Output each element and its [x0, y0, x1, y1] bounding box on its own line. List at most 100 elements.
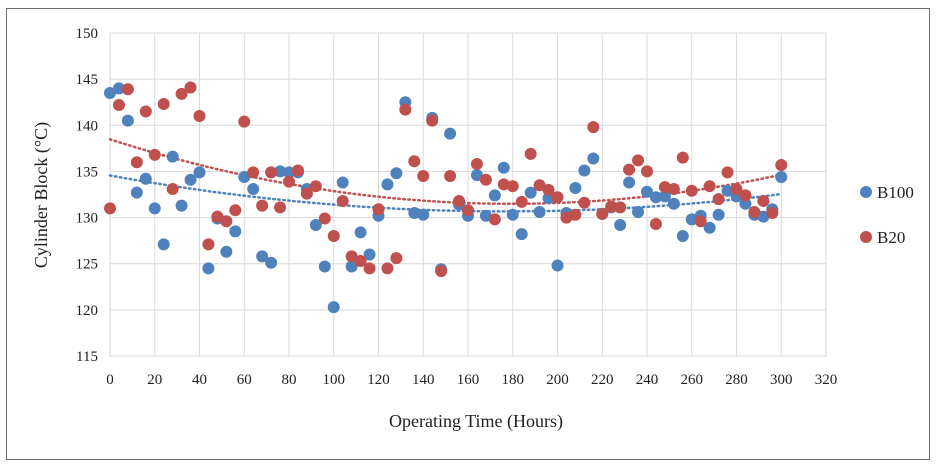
b20-point: [766, 206, 779, 219]
b100-point: [229, 225, 242, 238]
b20-point: [658, 181, 671, 194]
b100-point: [569, 182, 582, 195]
b100-point: [104, 86, 116, 99]
tick-labels: 115 120 125 130 135 140 145 150 0 20 40 60 80 100 120 1…: [76, 26, 838, 388]
b20-point: [426, 114, 439, 127]
b20-point: [372, 203, 385, 216]
x-tick-label: 100: [323, 372, 346, 388]
b20-point: [202, 238, 215, 251]
b20-point: [703, 180, 716, 193]
b20-point: [354, 254, 367, 267]
b100-legend-marker: [860, 186, 872, 198]
b20-point: [300, 187, 313, 200]
b20-point: [676, 151, 689, 164]
b100-point: [667, 197, 680, 210]
x-tick-label: 40: [192, 372, 207, 388]
b100-point: [578, 164, 591, 177]
b100-point: [470, 169, 483, 182]
b20-point: [462, 204, 474, 217]
b20-point: [139, 105, 152, 118]
b100-point: [166, 150, 179, 163]
b20-point: [184, 81, 197, 94]
b100-point: [542, 192, 555, 205]
b100-point: [238, 170, 251, 183]
b20-point: [479, 173, 492, 186]
b100-point: [739, 197, 752, 210]
b20-point: [569, 208, 582, 221]
x-tick-label: 200: [546, 372, 569, 388]
b20-point: [381, 262, 394, 275]
b20-point: [390, 252, 403, 265]
b100-point: [587, 152, 600, 165]
b100-point: [515, 228, 528, 241]
b20-point: [112, 98, 125, 111]
b20-point: [605, 200, 618, 213]
b20-point: [318, 212, 331, 225]
x-tick-label: 220: [591, 372, 614, 388]
b20-point: [587, 121, 600, 134]
y-tick-label: 130: [76, 211, 99, 227]
b20-point: [408, 155, 421, 168]
x-tick-label: 320: [815, 372, 838, 388]
x-tick-label: 80: [282, 372, 297, 388]
b20-point: [497, 178, 510, 191]
b100-point: [533, 206, 546, 219]
b100-point: [336, 176, 349, 189]
b100-legend-label: B100: [877, 183, 914, 202]
b100-point: [121, 114, 134, 127]
b100-point: [703, 221, 716, 234]
b20-point: [166, 182, 179, 195]
y-tick-label: 135: [76, 164, 99, 180]
b100-point: [623, 176, 636, 189]
b20-point: [775, 158, 788, 171]
b100-trendline: [108, 174, 783, 213]
b100-point: [488, 189, 501, 202]
b100-point: [283, 166, 295, 179]
x-tick-label: 120: [367, 372, 390, 388]
y-tick-label: 125: [76, 257, 99, 273]
b20-point: [667, 182, 680, 195]
b100-point: [390, 167, 403, 180]
b100-point: [318, 260, 331, 273]
b20-point: [515, 195, 528, 208]
b100-point: [721, 184, 734, 197]
b100-point: [345, 260, 358, 273]
b20-point: [309, 180, 322, 193]
b20-point: [104, 202, 116, 215]
x-tick-label: 240: [636, 372, 659, 388]
b20-point: [193, 110, 206, 123]
b100-point: [417, 208, 430, 221]
b100-point: [524, 186, 537, 199]
b20-point: [157, 98, 170, 111]
x-tick-label: 140: [412, 372, 435, 388]
b20-point: [327, 230, 340, 243]
b20-point: [685, 184, 698, 197]
b100-point: [112, 82, 125, 95]
b100-point: [309, 218, 322, 231]
x-tick-label: 260: [681, 372, 704, 388]
b20-point: [632, 154, 645, 167]
b100-point: [157, 238, 170, 251]
b20-point: [694, 215, 707, 228]
b20-point: [757, 194, 770, 207]
b100-point: [184, 173, 197, 186]
b20-point: [578, 196, 591, 209]
b20-point: [265, 166, 278, 179]
b100-point: [649, 191, 662, 204]
x-tick-label: 60: [237, 372, 252, 388]
b20-point: [256, 199, 269, 212]
y-axis-title: Cylinder Block (°C): [31, 122, 52, 268]
b100-point: [354, 226, 367, 239]
b100-point: [193, 166, 206, 179]
b100-point: [444, 127, 457, 140]
b20-point: [533, 179, 546, 192]
b100-point: [265, 256, 278, 269]
y-tick-label: 140: [76, 118, 99, 134]
b20-point: [130, 156, 143, 169]
y-tick-label: 120: [76, 303, 99, 319]
b20-point: [175, 87, 188, 100]
b20-point: [417, 170, 430, 183]
b20-point: [506, 180, 519, 193]
legend: B100 B20: [860, 183, 914, 247]
